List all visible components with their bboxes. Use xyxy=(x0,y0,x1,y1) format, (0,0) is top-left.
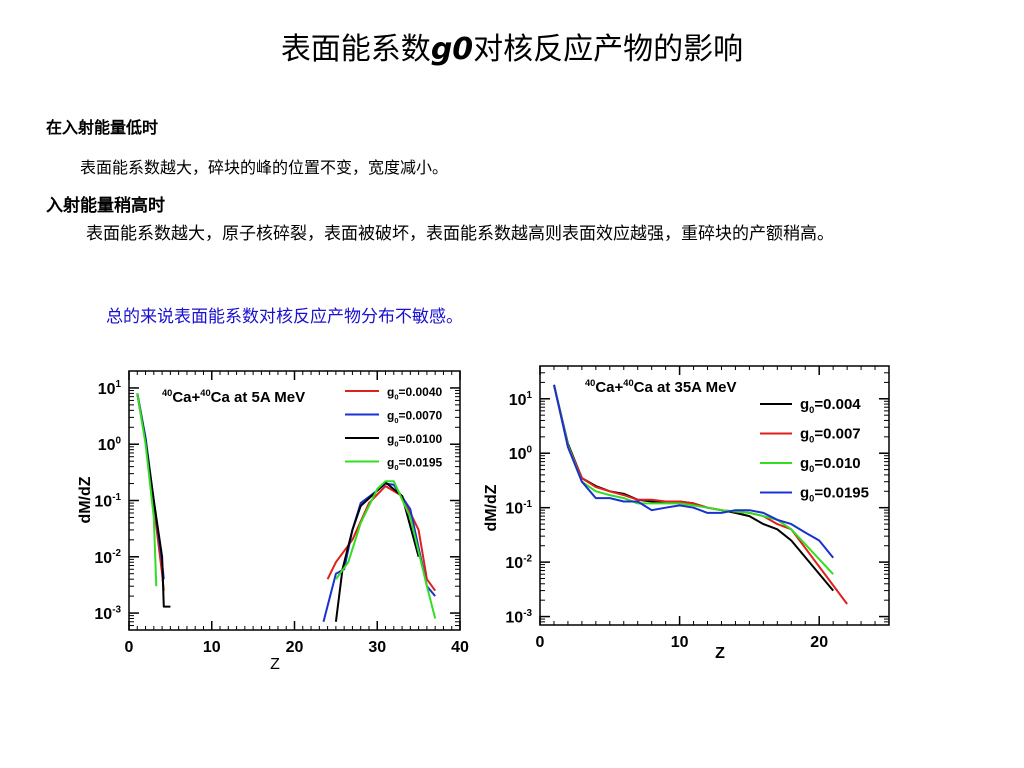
legend-label-2: g0=0.007 xyxy=(800,426,861,445)
legend-label-1: g0=0.004 xyxy=(800,396,861,415)
plot-group: 0 10 20 10-3 10-2 10-1 100 101 ZdM/dZ 40Ca+40Ca a… xyxy=(483,365,890,662)
x-axis-label: Z xyxy=(270,656,280,673)
series-line-3 xyxy=(334,481,420,622)
high-energy-heading: 入射能量稍高时 xyxy=(46,196,165,216)
summary-text: 总的来说表面能系数对核反应产物分布不敏感。 xyxy=(106,307,463,327)
series-line-3 xyxy=(553,384,834,575)
x-axis-label: Z xyxy=(715,645,725,662)
series-line-2 xyxy=(322,482,436,623)
y-axis-label: dM/dZ xyxy=(77,476,94,523)
title-part-2: 对核反应产物的影响 xyxy=(473,32,744,67)
series-line-1 xyxy=(136,393,165,591)
y-tick-label: 10-2 xyxy=(94,548,121,567)
series-line-1 xyxy=(326,485,437,592)
legend-label-4: g0=0.0195 xyxy=(800,485,869,504)
series-line-1 xyxy=(553,384,834,592)
legend-label-1: g0=0.0040 xyxy=(387,385,443,401)
x-tick-label: 10 xyxy=(203,639,221,656)
y-tick-label: 10-1 xyxy=(94,492,121,511)
legend-label-4: g0=0.0195 xyxy=(387,456,443,472)
y-tick-label: 100 xyxy=(98,436,122,455)
x-tick-label: 40 xyxy=(451,639,469,656)
x-tick-label: 30 xyxy=(368,639,386,656)
x-tick-label: 20 xyxy=(286,639,304,656)
legend-label-3: g0=0.0100 xyxy=(387,432,443,448)
low-energy-text: 表面能系数越大，碎块的峰的位置不变，宽度减小。 xyxy=(80,158,449,177)
y-tick-label: 10-1 xyxy=(505,499,532,518)
series-line-4 xyxy=(553,384,834,559)
y-tick-label: 10-3 xyxy=(94,604,121,623)
x-tick-label: 0 xyxy=(536,634,545,651)
title-part-1: 表面能系数 xyxy=(280,32,431,67)
y-tick-label: 101 xyxy=(509,390,533,409)
series-line-3 xyxy=(136,393,171,608)
y-tick-label: 10-3 xyxy=(505,608,532,627)
y-tick-label: 10-2 xyxy=(505,553,532,572)
high-energy-text: 表面能系数越大，原子核碎裂，表面被破坏，表面能系数越高则表面效应越强，重碎块的产… xyxy=(86,224,834,244)
series-line-2 xyxy=(553,384,848,605)
series-line-2 xyxy=(136,393,165,580)
low-energy-heading: 在入射能量低时 xyxy=(46,118,159,137)
series-line-4 xyxy=(335,480,437,619)
y-tick-label: 101 xyxy=(98,379,122,398)
plot-frame xyxy=(128,370,461,631)
x-tick-label: 20 xyxy=(810,634,828,651)
title-g0: g0 xyxy=(430,32,474,67)
y-tick-label: 100 xyxy=(509,445,533,464)
series-line-4 xyxy=(136,393,158,587)
x-tick-label: 0 xyxy=(125,639,134,656)
plot-frame xyxy=(539,365,890,626)
x-tick-label: 10 xyxy=(671,634,689,651)
plot-group: 0 10 20 30 40 10-3 10-2 10-1 100 101 ZdM/dZ 40Ca+40… xyxy=(77,370,469,673)
y-axis-label: dM/dZ xyxy=(483,484,500,531)
slide-title: 表面能系数g0对核反应产物的影响 xyxy=(0,28,1024,72)
legend-label-2: g0=0.0070 xyxy=(387,409,443,425)
reaction-annotation: 40Ca+40Ca at 5A MeV xyxy=(162,388,305,406)
legend-label-3: g0=0.010 xyxy=(800,455,861,474)
reaction-annotation: 40Ca+40Ca at 35A MeV xyxy=(585,378,736,396)
